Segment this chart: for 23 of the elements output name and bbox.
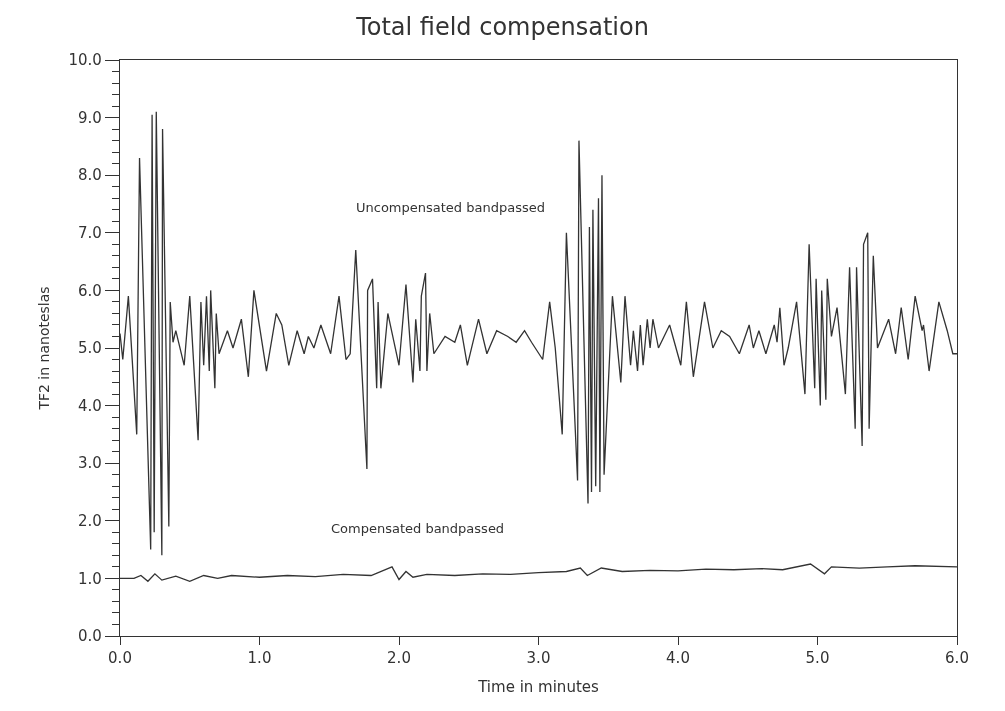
x-axis-title: Time in minutes — [477, 678, 599, 697]
y-tick-label: 1.0 — [78, 569, 102, 588]
y-tick-label: 0.0 — [78, 627, 102, 646]
y-axis-title: TF2 in nanoteslas — [36, 286, 53, 411]
x-tick-label: 0.0 — [108, 649, 132, 668]
text: Uncompensated bandpassed — [356, 200, 545, 215]
y-tick-label: 7.0 — [78, 224, 102, 243]
x-tick-label: 6.0 — [945, 649, 969, 668]
y-tick-label: 10.0 — [68, 51, 102, 70]
y-tick-label: 9.0 — [78, 108, 102, 127]
y-tick-label: 8.0 — [78, 166, 102, 185]
x-tick-label: 5.0 — [805, 649, 830, 668]
chart-title: Total field compensation — [355, 12, 649, 41]
y-tick-label: 5.0 — [78, 339, 102, 358]
text: Compensated bandpassed — [331, 521, 505, 536]
y-tick-label: 2.0 — [78, 512, 102, 531]
y-tick-label: 4.0 — [78, 396, 102, 415]
y-tick-label: 6.0 — [78, 281, 102, 300]
x-tick-label: 1.0 — [247, 649, 272, 668]
y-tick-label: 3.0 — [78, 454, 102, 473]
x-tick-label: 2.0 — [387, 649, 411, 668]
x-tick-label: 4.0 — [666, 649, 690, 668]
x-tick-label: 3.0 — [526, 649, 551, 668]
